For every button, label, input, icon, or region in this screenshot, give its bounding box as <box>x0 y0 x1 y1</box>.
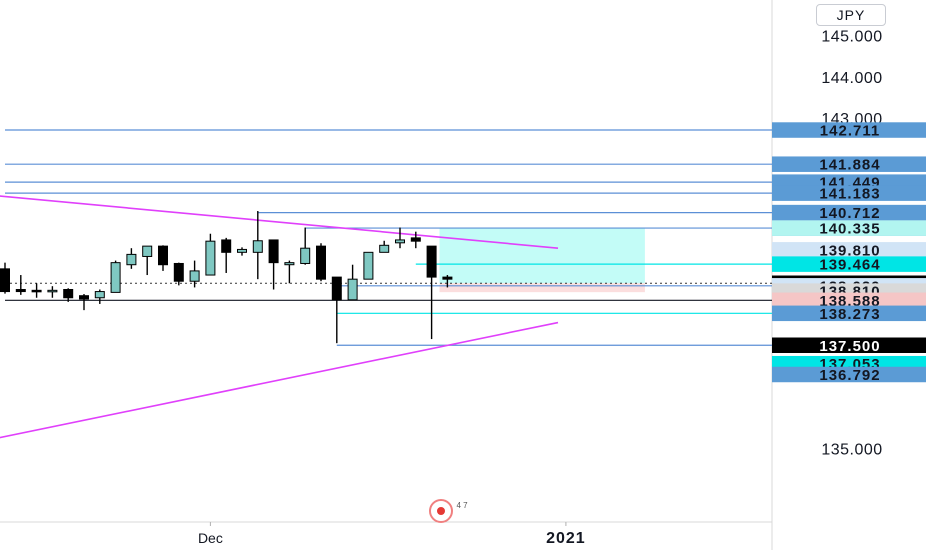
loss-zone[interactable] <box>439 283 645 293</box>
x-tick-label: Dec <box>198 530 223 546</box>
price-tag-label: 140.335 <box>819 221 880 238</box>
price-tag[interactable] <box>772 366 926 383</box>
price-tick-label: 135.000 <box>821 442 882 459</box>
price-tag-label: 139.464 <box>819 257 880 274</box>
candle[interactable] <box>158 245 168 266</box>
candle[interactable] <box>410 237 421 242</box>
candle[interactable] <box>0 268 10 293</box>
price-tick-label: 145.000 <box>821 29 882 46</box>
price-tag[interactable] <box>772 292 926 309</box>
price-tag[interactable] <box>772 156 926 172</box>
logo-text: 4 7 <box>456 501 468 510</box>
candle[interactable] <box>63 288 74 299</box>
price-tag[interactable] <box>772 305 926 322</box>
price-tag-label: 141.884 <box>819 157 880 174</box>
candle[interactable] <box>221 239 232 253</box>
candle[interactable] <box>300 247 311 264</box>
candle[interactable] <box>205 240 216 276</box>
candle[interactable] <box>237 248 247 253</box>
candle[interactable] <box>316 245 326 280</box>
candle[interactable] <box>395 239 405 244</box>
price-tag-label: 138.273 <box>819 306 880 323</box>
candle[interactable] <box>331 276 342 301</box>
price-tag[interactable] <box>772 122 926 138</box>
price-tag-label: 139.810 <box>819 242 880 259</box>
candle[interactable] <box>173 262 184 282</box>
candle[interactable] <box>142 245 153 257</box>
candle[interactable] <box>442 276 453 280</box>
currency-button[interactable]: JPY <box>816 4 886 26</box>
price-tag[interactable] <box>772 242 926 258</box>
candle[interactable] <box>363 251 374 280</box>
candle[interactable] <box>110 262 121 293</box>
profit-zone[interactable] <box>439 228 645 284</box>
candle[interactable] <box>79 295 89 300</box>
candle[interactable] <box>126 253 137 266</box>
candle[interactable] <box>47 289 58 293</box>
price-tag-label: 142.711 <box>820 123 880 140</box>
candle[interactable] <box>426 245 437 278</box>
trendline[interactable] <box>0 195 559 249</box>
candle[interactable] <box>252 240 263 253</box>
price-tick-label: 144.000 <box>821 70 882 87</box>
candle[interactable] <box>15 288 26 293</box>
candle[interactable] <box>284 262 295 266</box>
price-tag[interactable] <box>772 185 926 201</box>
price-tag-label: 137.500 <box>819 338 880 355</box>
logo-icon <box>429 499 453 523</box>
candle[interactable] <box>379 244 390 253</box>
price-tag-label: 136.792 <box>819 367 880 384</box>
candle[interactable] <box>94 291 105 299</box>
price-tag[interactable] <box>772 220 926 236</box>
x-tick-label: 2021 <box>546 530 586 547</box>
logo-icon-dot <box>437 507 445 515</box>
price-tag-label: 141.183 <box>819 186 880 203</box>
candle[interactable] <box>189 270 200 282</box>
price-tag[interactable] <box>772 337 926 354</box>
price-axis-bg <box>773 0 932 550</box>
price-tag[interactable] <box>772 256 926 272</box>
candle[interactable] <box>268 239 279 264</box>
price-tag-label: 138.588 <box>819 293 880 310</box>
price-tag-label: 140.712 <box>819 205 880 222</box>
trendline[interactable] <box>0 321 559 439</box>
candle[interactable] <box>31 289 42 293</box>
price-tag[interactable] <box>772 204 926 221</box>
candle[interactable] <box>347 278 358 301</box>
